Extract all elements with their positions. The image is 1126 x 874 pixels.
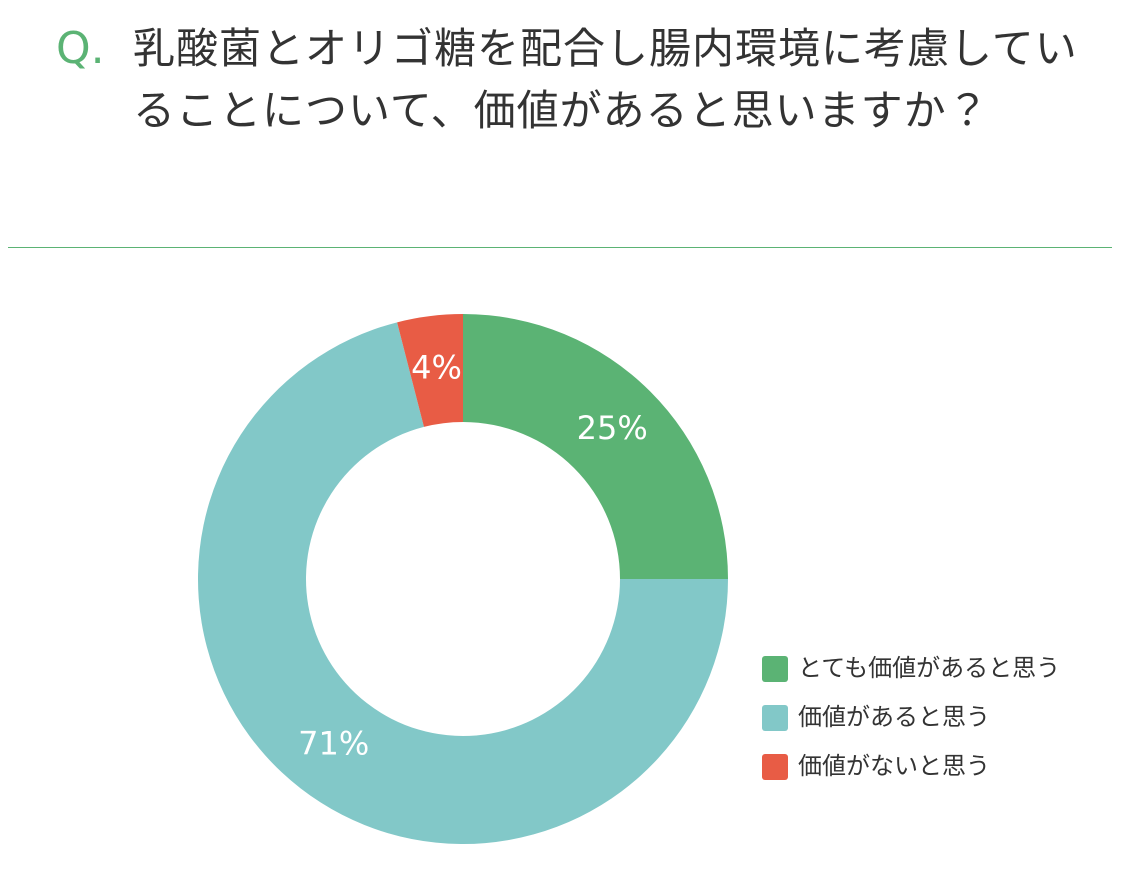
donut-slice xyxy=(397,314,463,427)
data-label: 25% xyxy=(577,409,648,447)
legend-swatch xyxy=(762,754,788,780)
data-label: 71% xyxy=(298,725,369,763)
legend-label: 価値があると思う xyxy=(798,703,990,731)
divider xyxy=(8,247,1112,248)
chart-title: 乳酸菌とオリゴ糖を配合し腸内環境に考慮していることについて、価値があると思います… xyxy=(133,24,1078,135)
donut-slice xyxy=(463,314,728,579)
legend-label: 価値がないと思う xyxy=(798,752,990,780)
legend-swatch xyxy=(762,705,788,731)
donut-slice xyxy=(198,322,728,845)
data-label: 4% xyxy=(411,349,462,387)
legend-swatch xyxy=(762,656,788,682)
legend-label: とても価値があると思う xyxy=(798,654,1060,682)
question-prefix: Q. xyxy=(56,23,105,74)
